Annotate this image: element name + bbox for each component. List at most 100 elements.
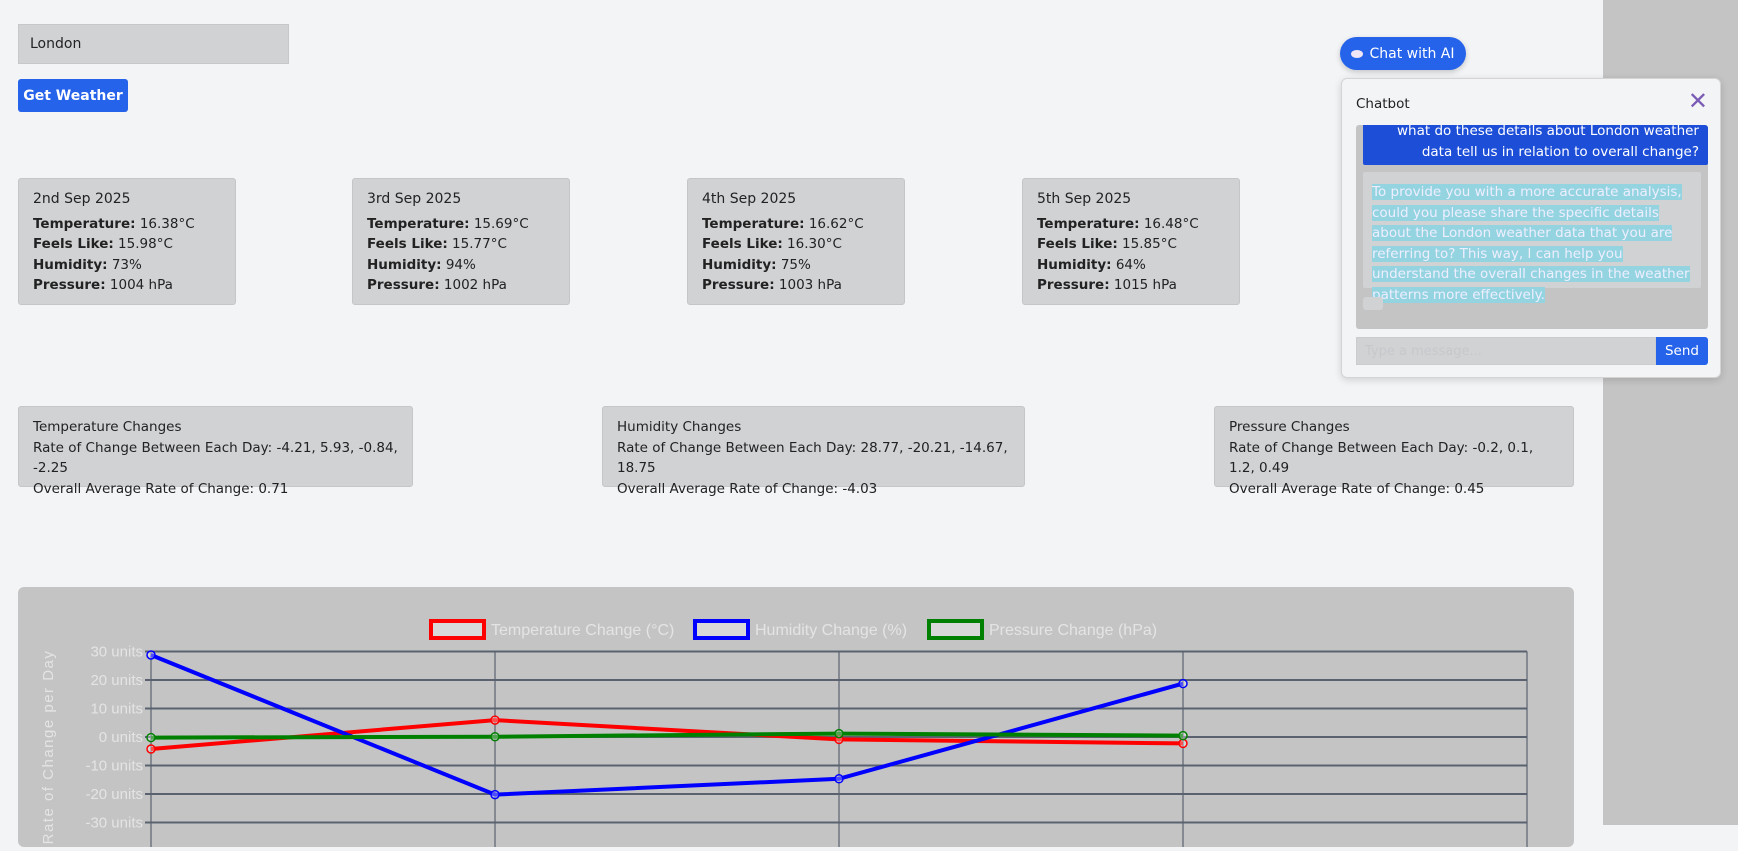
temperature-row: Temperature: 16.48°C: [1037, 214, 1225, 235]
data-point: [490, 789, 500, 800]
data-point: [490, 731, 500, 742]
pressure-value: 1003 hPa: [778, 277, 842, 293]
pressure-label: Pressure:: [33, 277, 106, 293]
chat-button-label: Chat with AI: [1369, 45, 1455, 62]
change-chart: 30 units 20 units 10 units 0 units -10 units…: [40, 619, 1528, 847]
temperature-value: 16.38°C: [139, 215, 195, 232]
changes-title: Pressure Changes: [1229, 419, 1350, 435]
city-input[interactable]: [18, 24, 289, 64]
temperature-label: Temperature:: [1037, 215, 1140, 232]
pressure-label: Pressure:: [702, 277, 775, 293]
send-button[interactable]: Send: [1656, 337, 1708, 365]
pressure-value: 1015 hPa: [1113, 277, 1177, 293]
pressure-label: Pressure:: [1037, 277, 1110, 293]
pressure-value: 1002 hPa: [443, 277, 507, 293]
humidity-row: Humidity: 75%: [702, 255, 890, 276]
temperature-row: Temperature: 16.62°C: [702, 214, 890, 235]
humidity-label: Humidity:: [1037, 256, 1112, 273]
feels-like-value: 16.30°C: [787, 236, 842, 252]
changes-rate: Rate of Change Between Each Day: -4.21, …: [33, 439, 398, 477]
humidity-value: 94%: [445, 256, 476, 273]
humidity-label: Humidity:: [33, 256, 108, 273]
forecast-date: 2nd Sep 2025: [33, 191, 131, 207]
chart-container: 30 units 20 units 10 units 0 units -10 units…: [18, 587, 1574, 847]
temperature-value: 15.69°C: [473, 215, 529, 232]
feels-like-row: Feels Like: 15.77°C: [367, 234, 555, 255]
chat-message-input[interactable]: [1356, 337, 1656, 365]
y-tick-label: 10 units: [90, 701, 143, 718]
y-tick-label: 20 units: [90, 672, 143, 689]
y-tick-label: 0 units: [99, 729, 143, 746]
feels-like-label: Feels Like:: [702, 236, 783, 252]
changes-box: Humidity Changes Rate of Change Between …: [602, 406, 1025, 497]
changes-average: Overall Average Rate of Change: -4.03: [617, 480, 878, 497]
chatbot-title: Chatbot: [1356, 96, 1410, 112]
pressure-label: Pressure:: [367, 277, 440, 293]
pressure-row: Pressure: 1002 hPa: [367, 275, 555, 296]
forecast-card: 2nd Sep 2025 Temperature: 16.38°C Feels L…: [18, 178, 236, 305]
chat-with-ai-button[interactable]: Chat with AI: [1340, 37, 1466, 70]
bot-message: To provide you with a more accurate anal…: [1363, 172, 1701, 303]
feels-like-label: Feels Like:: [33, 236, 114, 252]
chat-messages[interactable]: what do these details about London weath…: [1356, 125, 1708, 329]
user-message: what do these details about London weath…: [1363, 125, 1708, 165]
legend-label: Temperature Change (°C): [491, 622, 674, 639]
feels-like-value: 15.77°C: [452, 236, 507, 252]
feels-like-row: Feels Like: 15.98°C: [33, 234, 221, 255]
feels-like-row: Feels Like: 15.85°C: [1037, 234, 1225, 255]
changes-box: Pressure Changes Rate of Change Between …: [1214, 406, 1574, 497]
pressure-row: Pressure: 1015 hPa: [1037, 275, 1225, 296]
humidity-value: 64%: [1115, 256, 1146, 273]
feels-like-value: 15.98°C: [118, 236, 173, 252]
y-tick-label: -30 units: [85, 815, 143, 832]
forecast-date: 4th Sep 2025: [702, 191, 797, 207]
temperature-row: Temperature: 15.69°C: [367, 214, 555, 235]
data-point: [146, 744, 156, 754]
legend-swatch: [927, 619, 984, 640]
feels-like-value: 15.85°C: [1122, 236, 1177, 252]
feels-like-label: Feels Like:: [1037, 236, 1118, 252]
humidity-row: Humidity: 94%: [367, 255, 555, 276]
data-point: [1178, 730, 1188, 741]
temperature-row: Temperature: 16.38°C: [33, 214, 221, 235]
humidity-row: Humidity: 73%: [33, 255, 221, 276]
data-point: [834, 728, 844, 739]
feels-like-label: Feels Like:: [367, 236, 448, 252]
temperature-label: Temperature:: [367, 215, 470, 232]
data-point: [490, 715, 500, 725]
series-line: [150, 731, 1184, 740]
pressure-value: 1004 hPa: [109, 277, 173, 293]
forecast-card: 3rd Sep 2025 Temperature: 15.69°C Feels L…: [352, 178, 570, 305]
get-weather-button[interactable]: Get Weather: [18, 79, 128, 112]
changes-title: Humidity Changes: [617, 419, 742, 435]
pressure-row: Pressure: 1003 hPa: [702, 275, 890, 296]
feels-like-row: Feels Like: 16.30°C: [702, 234, 890, 255]
humidity-label: Humidity:: [702, 256, 777, 273]
changes-box: Temperature Changes Rate of Change Betwe…: [18, 406, 413, 497]
data-point: [1178, 738, 1188, 749]
y-tick-label: 30 units: [90, 644, 143, 661]
series-line: [150, 653, 1184, 797]
changes-average: Overall Average Rate of Change: 0.71: [33, 480, 289, 497]
typing-indicator: [1363, 297, 1383, 310]
data-point: [1178, 678, 1188, 689]
temperature-value: 16.48°C: [1143, 215, 1199, 232]
legend-swatch: [429, 619, 486, 640]
changes-title: Temperature Changes: [33, 419, 182, 435]
data-point: [834, 774, 844, 784]
forecast-card: 5th Sep 2025 Temperature: 16.48°C Feels L…: [1022, 178, 1240, 305]
chatbot-panel: Chatbot ✕ what do these details about Lo…: [1341, 78, 1721, 378]
y-tick-label: -20 units: [85, 786, 143, 803]
legend-swatch: [693, 619, 750, 640]
humidity-label: Humidity:: [367, 256, 442, 273]
speech-bubble-icon: [1351, 49, 1364, 58]
forecast-date: 3rd Sep 2025: [367, 191, 462, 207]
legend-label: Humidity Change (%): [755, 622, 907, 639]
close-x-icon[interactable]: ✕: [1687, 87, 1708, 115]
y-tick-label: -10 units: [85, 758, 143, 775]
series-line: [150, 718, 1184, 751]
data-point: [146, 650, 156, 660]
humidity-value: 75%: [780, 256, 811, 273]
changes-rate: Rate of Change Between Each Day: -0.2, 0…: [1229, 439, 1534, 477]
changes-average: Overall Average Rate of Change: 0.45: [1229, 480, 1485, 497]
